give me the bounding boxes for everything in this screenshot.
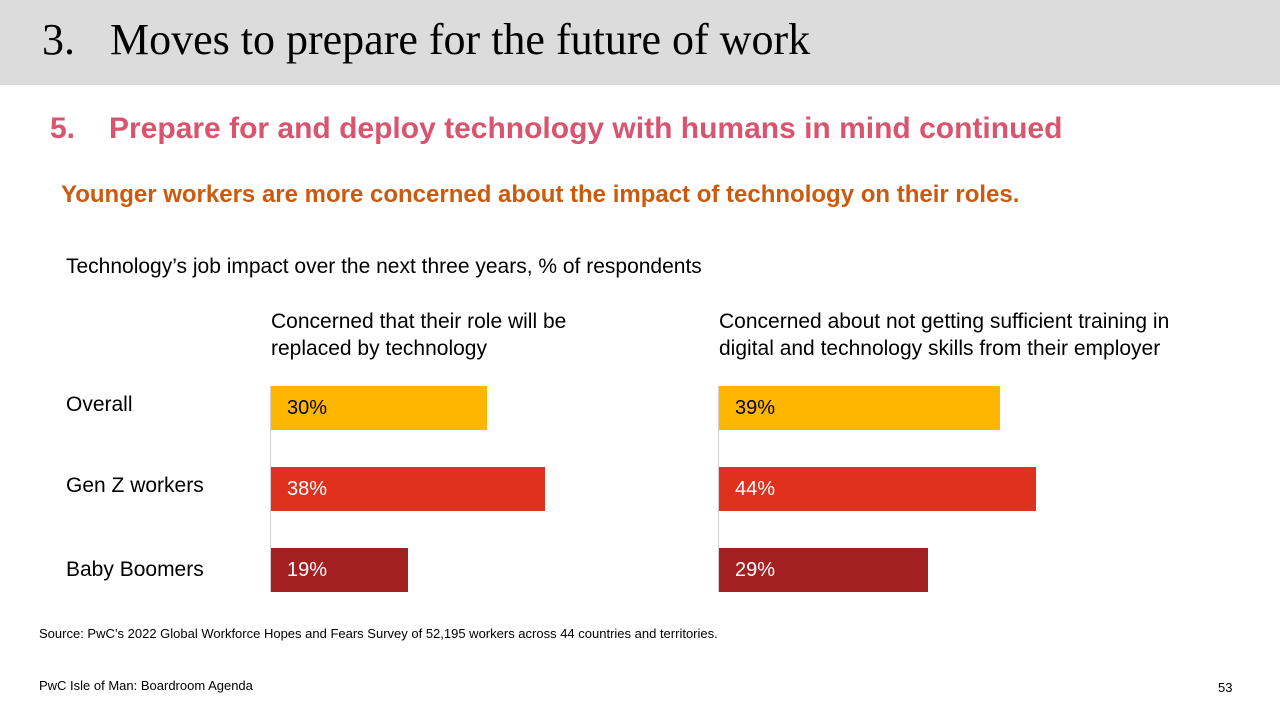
category-label-overall: Overall xyxy=(66,393,133,416)
section-title: Prepare for and deploy technology with h… xyxy=(109,112,1063,145)
bar-value-label: 38% xyxy=(287,477,328,500)
header-title: Moves to prepare for the future of work xyxy=(110,15,811,64)
header-band: 3. Moves to prepare for the future of wo… xyxy=(0,0,1280,85)
bar-value-label: 39% xyxy=(735,396,776,419)
bar-training-overall: 39% xyxy=(719,386,1000,430)
bar-value-label: 44% xyxy=(735,477,776,500)
axis-line-left xyxy=(270,386,271,592)
source-note: Source: PwC’s 2022 Global Workforce Hope… xyxy=(39,626,718,641)
bar-replaced-gen-z: 38% xyxy=(271,467,545,511)
bar-replaced-overall: 30% xyxy=(271,386,487,430)
bar-training-gen-z: 44% xyxy=(719,467,1036,511)
bar-value-label: 29% xyxy=(735,558,776,581)
panel-title-training: Concerned about not getting sufficient t… xyxy=(719,310,1170,360)
headline: Younger workers are more concerned about… xyxy=(61,181,1020,208)
page-number: 53 xyxy=(1218,680,1233,695)
bar-value-label: 19% xyxy=(287,558,328,581)
header-number: 3. xyxy=(42,15,75,64)
axis-line-right xyxy=(718,386,719,592)
bar-replaced-baby-boomers: 19% xyxy=(271,548,408,592)
panel-title-replaced: Concerned that their role will be replac… xyxy=(271,310,567,360)
bar-training-baby-boomers: 29% xyxy=(719,548,928,592)
bar-value-label: 30% xyxy=(287,396,328,419)
category-label-gen-z: Gen Z workers xyxy=(66,474,204,497)
section-number: 5. xyxy=(50,112,76,145)
chart-title: Technology’s job impact over the next th… xyxy=(66,255,702,278)
category-label-baby-boomers: Baby Boomers xyxy=(66,558,204,581)
footer-label: PwC Isle of Man: Boardroom Agenda xyxy=(39,678,253,693)
